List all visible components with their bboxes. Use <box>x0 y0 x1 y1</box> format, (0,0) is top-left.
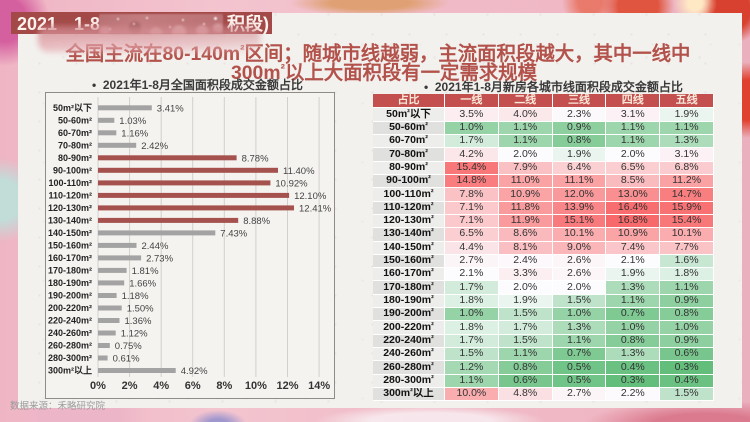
svg-text:1.03%: 1.03% <box>119 116 146 127</box>
svg-text:170-180m²: 170-180m² <box>48 266 92 276</box>
svg-text:8.78%: 8.78% <box>242 153 269 164</box>
svg-text:110-120m²: 110-120m² <box>48 191 92 201</box>
svg-text:6%: 6% <box>185 380 201 392</box>
svg-text:1.12%: 1.12% <box>121 329 148 340</box>
svg-text:0.75%: 0.75% <box>115 341 142 352</box>
svg-text:0.61%: 0.61% <box>113 354 140 365</box>
svg-text:260-280m²: 260-280m² <box>48 341 92 351</box>
svg-text:130-140m²: 130-140m² <box>48 216 92 226</box>
svg-text:4.92%: 4.92% <box>181 366 208 377</box>
svg-text:12%: 12% <box>276 380 298 392</box>
svg-text:1.50%: 1.50% <box>127 304 154 315</box>
svg-text:50m²以下: 50m²以下 <box>53 103 92 113</box>
svg-text:1.66%: 1.66% <box>129 278 156 289</box>
svg-text:2%: 2% <box>122 380 138 392</box>
svg-text:1.16%: 1.16% <box>121 128 148 139</box>
svg-text:90-100m²: 90-100m² <box>53 166 92 176</box>
svg-text:160-170m²: 160-170m² <box>48 253 92 263</box>
svg-text:220-240m²: 220-240m² <box>48 316 92 326</box>
svg-text:8%: 8% <box>216 380 232 392</box>
svg-text:1.36%: 1.36% <box>125 316 152 327</box>
svg-text:12.41%: 12.41% <box>299 203 332 214</box>
svg-text:240-260m²: 240-260m² <box>48 328 92 338</box>
svg-text:2.44%: 2.44% <box>142 241 169 252</box>
svg-text:60-70m²: 60-70m² <box>58 128 92 138</box>
svg-text:200-220m²: 200-220m² <box>48 303 92 313</box>
svg-text:11.40%: 11.40% <box>283 166 315 177</box>
svg-text:3.41%: 3.41% <box>157 103 184 114</box>
svg-text:190-200m²: 190-200m² <box>48 291 92 301</box>
svg-text:10%: 10% <box>245 380 267 392</box>
svg-text:70-80m²: 70-80m² <box>58 141 92 151</box>
svg-text:0%: 0% <box>90 380 106 392</box>
svg-text:140-150m²: 140-150m² <box>48 228 92 238</box>
svg-text:1.18%: 1.18% <box>122 291 149 302</box>
svg-text:150-160m²: 150-160m² <box>48 241 92 251</box>
svg-text:1.81%: 1.81% <box>132 266 159 277</box>
svg-text:280-300m²: 280-300m² <box>48 353 92 363</box>
svg-text:10.92%: 10.92% <box>275 178 308 189</box>
svg-text:4%: 4% <box>153 380 169 392</box>
svg-text:50-60m²: 50-60m² <box>58 116 92 126</box>
svg-text:120-130m²: 120-130m² <box>48 203 92 213</box>
svg-text:7.43%: 7.43% <box>220 228 247 239</box>
svg-text:180-190m²: 180-190m² <box>48 278 92 288</box>
svg-text:100-110m²: 100-110m² <box>48 178 92 188</box>
svg-text:2.73%: 2.73% <box>146 253 173 264</box>
svg-text:14%: 14% <box>308 380 330 392</box>
svg-text:8.88%: 8.88% <box>243 216 270 227</box>
svg-text:300m²以上: 300m²以上 <box>48 365 92 376</box>
svg-text:80-90m²: 80-90m² <box>58 153 92 163</box>
svg-text:12.10%: 12.10% <box>294 191 327 202</box>
svg-text:2.42%: 2.42% <box>141 141 168 152</box>
